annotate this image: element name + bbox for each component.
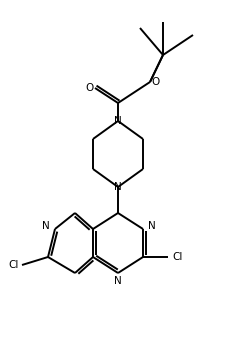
- Text: N: N: [114, 116, 122, 126]
- Text: O: O: [151, 77, 159, 87]
- Text: N: N: [114, 182, 122, 192]
- Text: Cl: Cl: [173, 252, 183, 262]
- Text: N: N: [42, 221, 50, 231]
- Text: N: N: [148, 221, 156, 231]
- Text: Cl: Cl: [9, 260, 19, 270]
- Text: N: N: [114, 276, 122, 286]
- Text: O: O: [85, 83, 93, 93]
